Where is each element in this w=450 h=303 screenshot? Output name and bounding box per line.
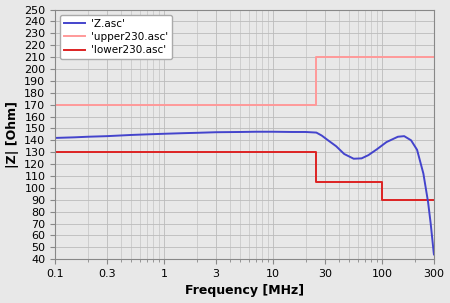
'Z.asc' [85, 135, 90, 138]
'Z.asc' [421, 172, 426, 175]
'Z.asc' [289, 130, 295, 134]
'Z.asc' [213, 130, 219, 134]
'Z.asc' [303, 130, 309, 134]
'Z.asc' [359, 157, 364, 160]
'Z.asc' [104, 134, 110, 138]
'Z.asc' [162, 132, 167, 135]
'Z.asc' [384, 140, 389, 144]
X-axis label: Frequency [MHz]: Frequency [MHz] [185, 285, 304, 298]
'Z.asc' [325, 138, 331, 142]
Line: 'Z.asc': 'Z.asc' [55, 132, 434, 255]
Line: 'lower230.asc': 'lower230.asc' [55, 152, 434, 200]
'lower230.asc' [379, 198, 385, 201]
'Z.asc' [270, 130, 276, 134]
'Z.asc' [194, 131, 199, 135]
'Z.asc' [253, 130, 259, 134]
'Z.asc' [408, 138, 414, 142]
'Z.asc' [52, 136, 58, 140]
'Z.asc' [428, 222, 433, 225]
'lower230.asc' [431, 198, 436, 201]
Y-axis label: |Z| [Ohm]: |Z| [Ohm] [5, 101, 18, 168]
'Z.asc' [72, 135, 77, 139]
'Z.asc' [431, 250, 436, 254]
'lower230.asc' [52, 150, 58, 154]
'Z.asc' [144, 132, 150, 136]
'Z.asc' [333, 145, 339, 148]
'upper230.asc' [314, 103, 319, 106]
'lower230.asc' [314, 150, 319, 154]
'Z.asc' [351, 157, 356, 161]
'Z.asc' [430, 241, 435, 244]
'Z.asc' [425, 200, 431, 204]
Line: 'upper230.asc': 'upper230.asc' [55, 57, 434, 105]
'upper230.asc' [52, 103, 58, 106]
'Z.asc' [129, 133, 134, 137]
'Z.asc' [414, 148, 420, 152]
'Z.asc' [314, 131, 319, 135]
'Z.asc' [366, 153, 371, 157]
'Z.asc' [319, 134, 324, 137]
'upper230.asc' [431, 55, 436, 59]
'Z.asc' [395, 135, 400, 138]
'Z.asc' [401, 134, 407, 138]
'Z.asc' [238, 130, 243, 134]
'Z.asc' [180, 132, 186, 135]
'Z.asc' [431, 253, 436, 256]
'lower230.asc' [379, 180, 385, 184]
'Z.asc' [342, 152, 347, 156]
'Z.asc' [374, 147, 380, 151]
Legend: 'Z.asc', 'upper230.asc', 'lower230.asc': 'Z.asc', 'upper230.asc', 'lower230.asc' [60, 15, 172, 59]
'lower230.asc' [314, 180, 319, 184]
'upper230.asc' [314, 55, 319, 59]
